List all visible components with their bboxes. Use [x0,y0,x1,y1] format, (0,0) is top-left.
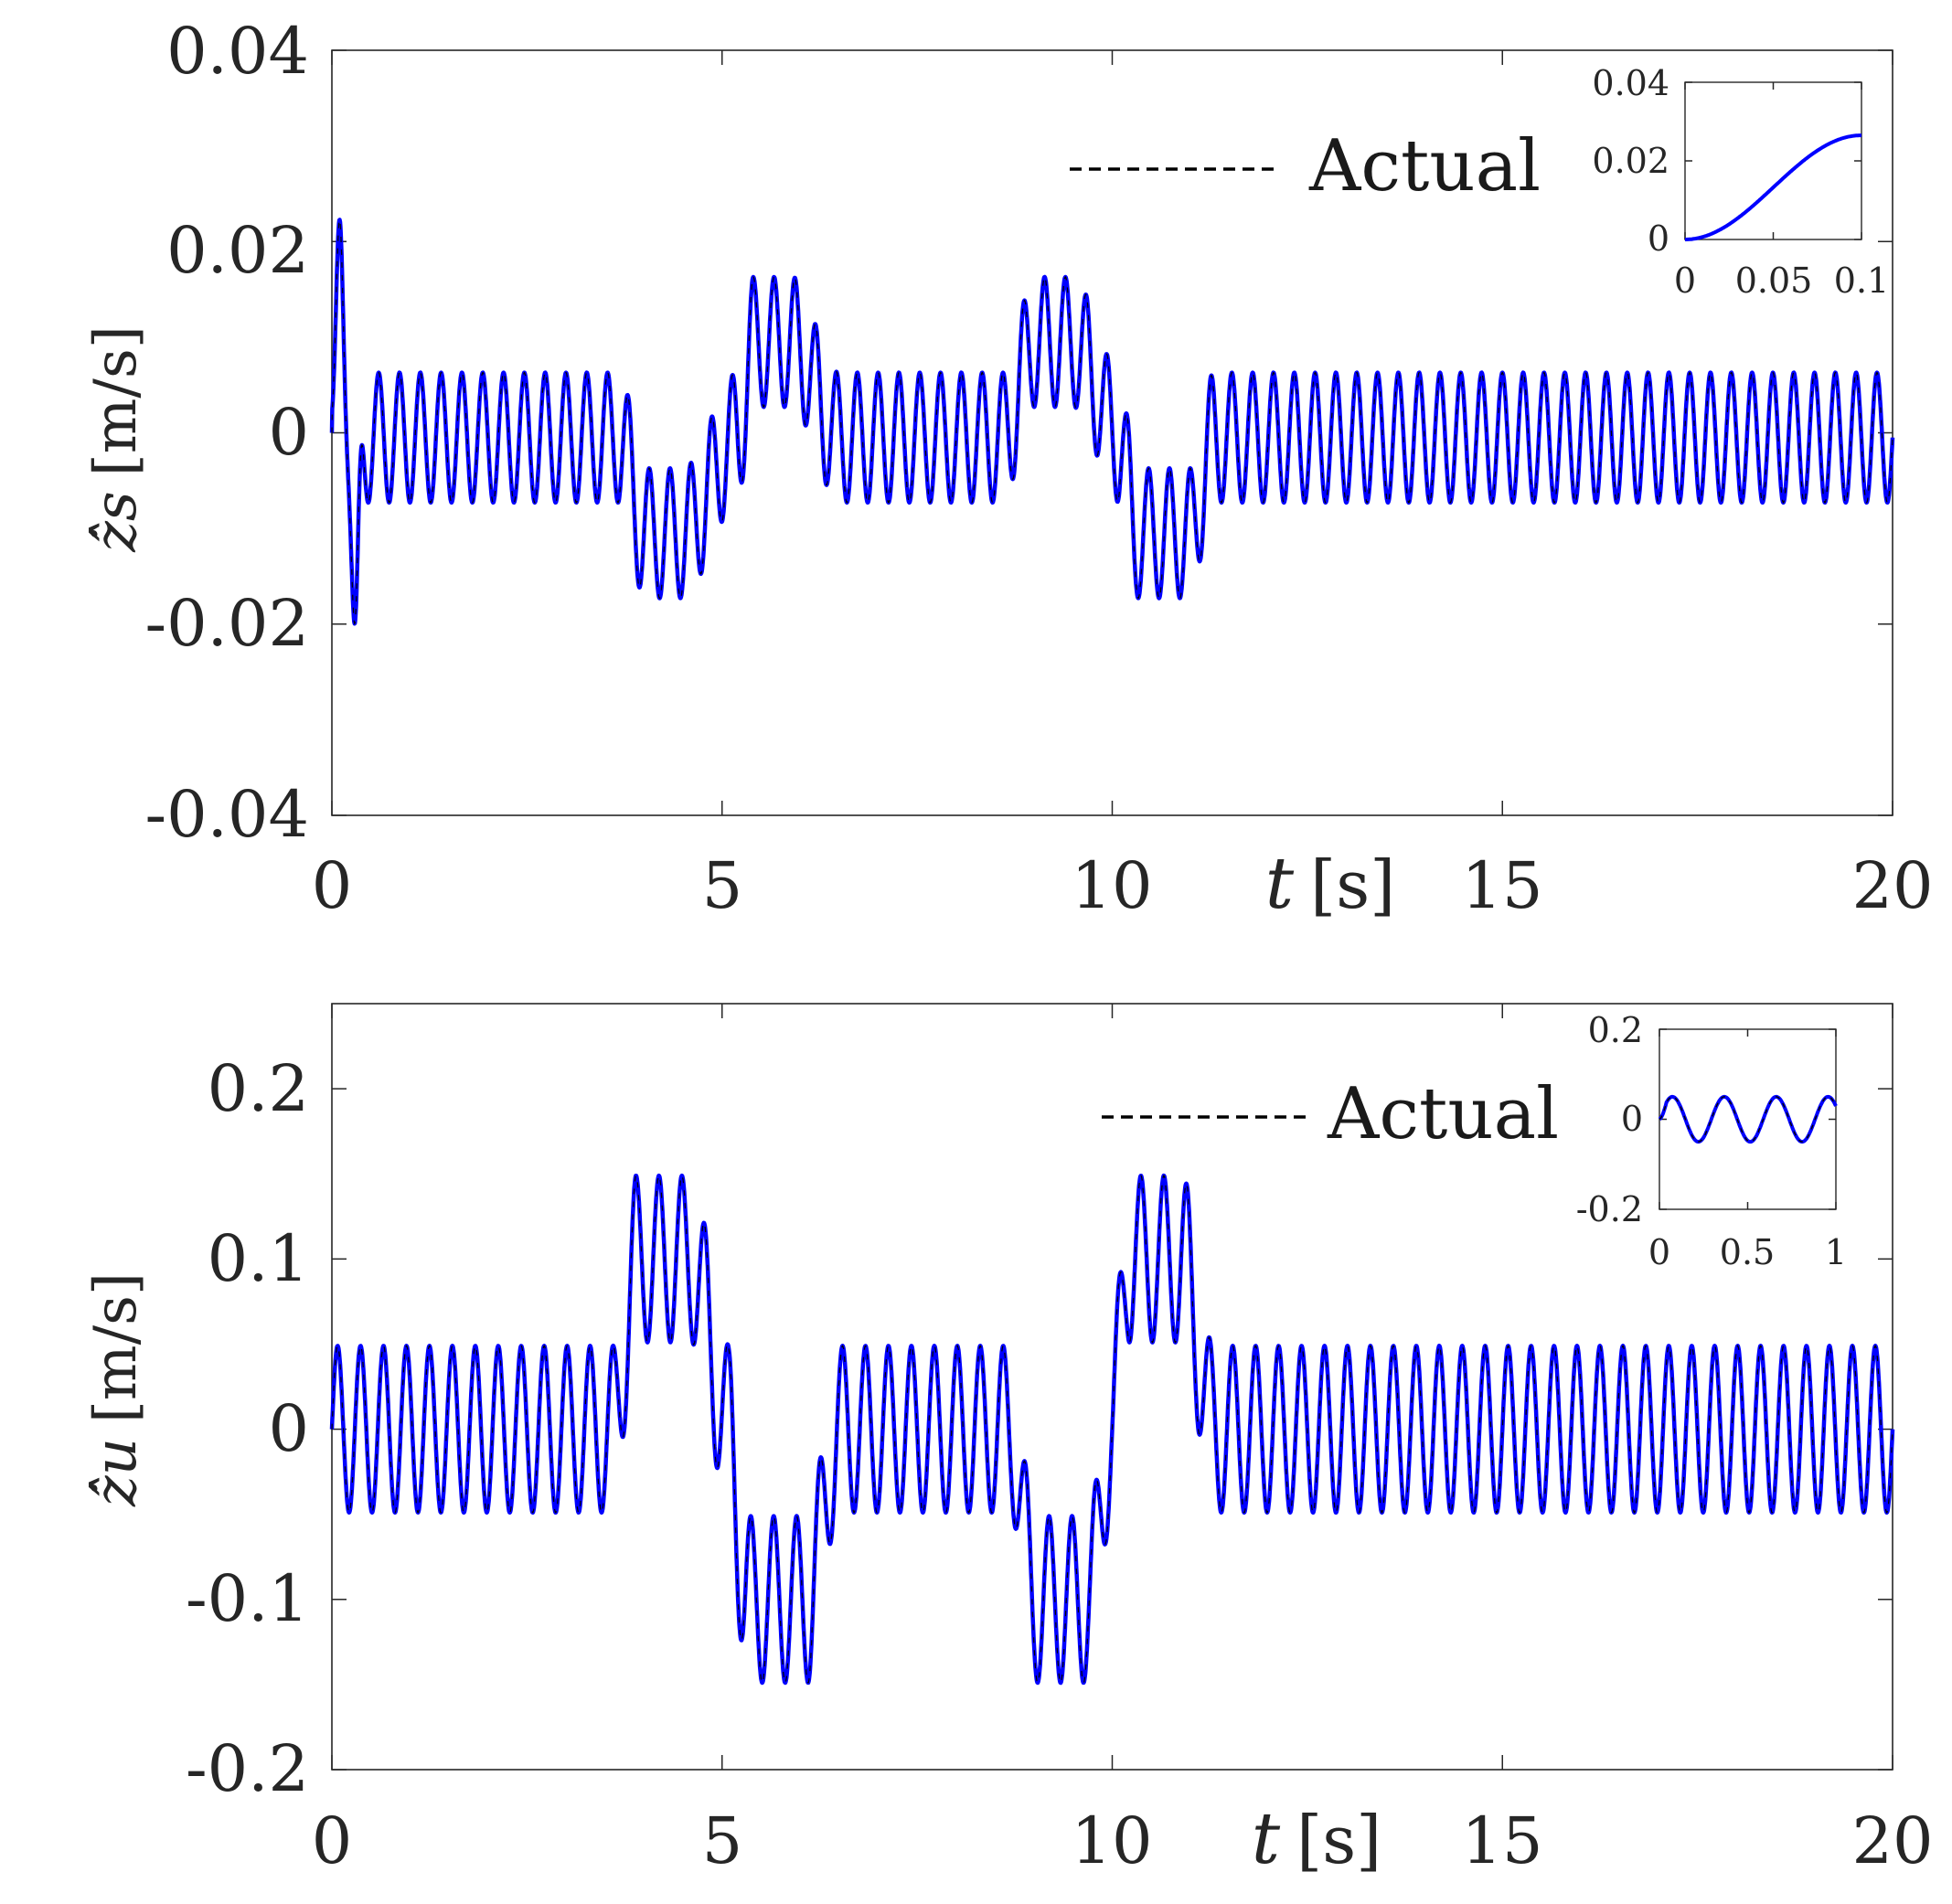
top-xtick-label: 5 [702,848,743,923]
bottom-xtick-label: 20 [1851,1803,1933,1878]
top-ylabel-var: ẑ̇s [82,491,150,553]
bottom-inset-frame [1659,1028,1837,1210]
top-ytick-label: 0.04 [166,14,309,89]
bottom-ylabel: ẑ̇u [m/s] [82,1272,150,1507]
bottom-ylabel-unit: [m/s] [82,1272,150,1423]
top-ytick-label: 0 [268,395,309,470]
top-inset-tick-marks [1684,81,1862,240]
bottom-xlabel-var: t [1252,1798,1281,1880]
top-xtick-label: 15 [1461,848,1542,923]
bottom-ytick-label: 0 [268,1391,309,1466]
top-xlabel-var: t [1265,843,1295,925]
bottom-inset-ytick-label: -0.2 [1576,1189,1643,1229]
top-chart: 0.04 0.02 0 -0.02 -0.04 0 5 10 15 20 t [s… [82,14,1934,925]
bottom-xtick-label: 0 [312,1803,353,1878]
bottom-xtick-label: 10 [1071,1803,1152,1878]
top-ylabel: ẑ̇s [m/s] [82,325,150,553]
top-xlabel: t [s] [1265,843,1396,925]
top-xlabel-unit: [s] [1310,846,1395,923]
top-inset-xtick-label: 0.05 [1735,261,1813,301]
top-inset-frame [1684,81,1862,240]
top-ytick-label: -0.04 [144,777,309,852]
bottom-ytick-label: -0.1 [186,1561,309,1636]
bottom-inset-xtick-label: 0 [1648,1232,1670,1272]
top-inset-series-line [1685,133,1861,241]
top-ytick-label: -0.02 [144,586,309,661]
bottom-inset: 0.2 0 -0.2 0 0.5 1 [1576,1010,1847,1272]
bottom-inset-xtick-label: 1 [1825,1232,1847,1272]
top-tick-marks [331,49,1893,816]
top-inset: 0.04 0.02 0 0 0.05 0.1 [1592,63,1889,301]
top-ytick-label: 0.02 [166,213,309,288]
bottom-xlabel: t [s] [1252,1798,1382,1880]
bottom-ytick-label: 0.2 [208,1051,309,1126]
bottom-inset-ytick-label: 0 [1621,1099,1643,1139]
top-inset-ytick-label: 0 [1648,218,1669,259]
top-ylabel-unit: [m/s] [82,325,150,476]
top-inset-xtick-label: 0 [1674,261,1696,301]
bottom-ylabel-var: ẑ̇u [82,1438,150,1507]
bottom-inset-tick-marks [1659,1028,1837,1210]
bottom-actual-line [331,1175,1893,1684]
bottom-chart: 0.2 0.1 0 -0.1 -0.2 0 5 10 15 20 t [s] ẑ̇… [82,1003,1934,1880]
top-xtick-label: 0 [312,848,353,923]
top-inset-ytick-label: 0.02 [1592,141,1669,181]
bottom-inset-actual-line [1659,1096,1837,1143]
top-xtick-label: 20 [1851,848,1933,923]
top-inset-xtick-label: 0.1 [1834,261,1889,301]
bottom-inset-ytick-label: 0.2 [1588,1010,1643,1050]
bottom-xtick-label: 5 [702,1803,743,1878]
bottom-legend-label: Actual [1327,1073,1559,1155]
bottom-ytick-label: 0.1 [208,1221,309,1296]
top-legend: Actual [1070,125,1541,207]
bottom-xlabel-unit: [s] [1296,1802,1381,1878]
top-actual-line [331,218,1893,625]
bottom-legend: Actual [1102,1073,1559,1155]
bottom-xtick-label: 15 [1461,1803,1542,1878]
bottom-inset-xtick-label: 0.5 [1720,1232,1775,1272]
top-inset-ytick-label: 0.04 [1592,63,1669,103]
top-xtick-label: 10 [1071,848,1152,923]
top-legend-label: Actual [1308,125,1541,207]
bottom-ytick-label: -0.2 [186,1731,309,1806]
